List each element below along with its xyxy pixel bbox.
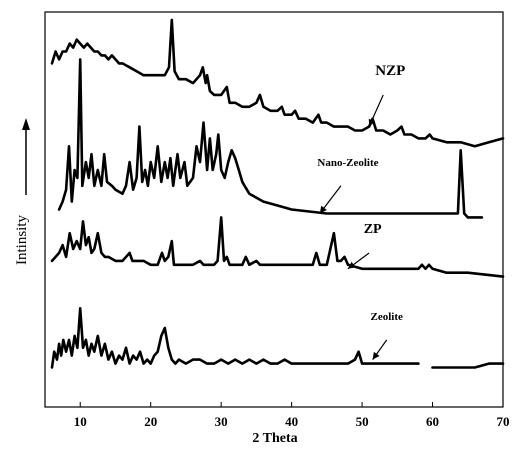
series-group (50, 18, 505, 369)
x-tick-label: 70 (497, 414, 510, 429)
axes: 10 20 30 40 50 60 70 (44, 11, 510, 429)
series-line-zeolite-tail (431, 362, 505, 369)
y-axis-label: Intinsity (14, 215, 30, 266)
arrow-head-zp (347, 261, 356, 269)
series-line-nano-zeolite (57, 58, 484, 219)
series-line-zeolite (50, 307, 420, 369)
x-tick-label: 60 (426, 414, 439, 429)
x-tick-label: 40 (285, 414, 298, 429)
x-tick-label: 20 (144, 414, 157, 429)
series-label-zeolite: Zeolite (371, 311, 403, 323)
x-axis-label: 2 Theta (252, 431, 297, 446)
annotations-group: NZP Nano-Zeolite ZP Zeolite (317, 63, 405, 360)
arrow-head-nzp (368, 118, 376, 127)
arrow-head-nano-zeolite (319, 205, 327, 214)
series-line-zp (50, 216, 505, 278)
series-label-nzp: NZP (375, 63, 405, 79)
series-label-zp: ZP (364, 222, 382, 237)
series-label-nano-zeolite: Nano-Zeolite (317, 157, 378, 169)
x-tick-label: 30 (215, 414, 228, 429)
x-tick-label: 10 (74, 414, 87, 429)
series-line-nzp (50, 18, 505, 148)
arrow-head-zeolite (372, 351, 380, 360)
x-tick-label: 50 (356, 414, 369, 429)
y-axis-arrow (22, 118, 30, 195)
plot-frame (44, 11, 504, 408)
